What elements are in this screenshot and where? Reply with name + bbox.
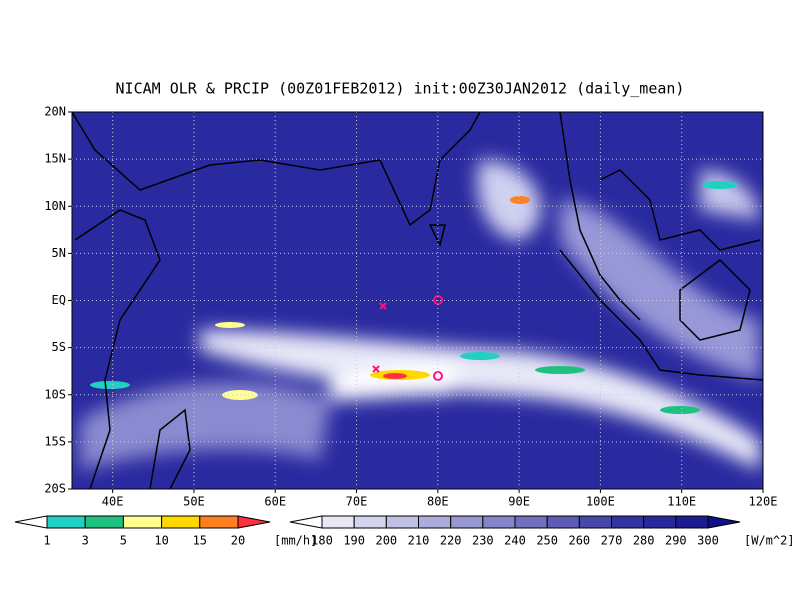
lat-label: 10N xyxy=(44,199,66,213)
olr-colorbar-cell xyxy=(450,515,484,529)
precip-colorbar-unit: [mm/h] xyxy=(274,534,317,548)
precip-colorbar-cell xyxy=(84,515,124,529)
lon-label: 70E xyxy=(346,495,368,509)
lat-label: 5N xyxy=(52,246,66,260)
olr-colorbar-cell xyxy=(643,515,677,529)
olr-colorbar-label: 210 xyxy=(408,534,430,548)
lat-label: 20S xyxy=(44,482,66,496)
olr-colorbar-cell xyxy=(675,515,709,529)
olr-colorbar-label: 240 xyxy=(504,534,526,548)
olr-colorbar-label: 200 xyxy=(375,534,397,548)
precip-colorbar-cell xyxy=(199,515,239,529)
lon-label: 80E xyxy=(427,495,449,509)
olr-colorbar-high xyxy=(707,515,741,529)
precip-colorbar-cell xyxy=(46,515,86,529)
lon-label: 50E xyxy=(183,495,205,509)
lat-label: 5S xyxy=(52,340,66,354)
olr-colorbar-label: 220 xyxy=(440,534,462,548)
olr-colorbar-label: 190 xyxy=(343,534,365,548)
precip-colorbar-label: 3 xyxy=(82,534,89,548)
precip-colorbar-low xyxy=(14,515,48,529)
olr-colorbar-cell xyxy=(482,515,516,529)
olr-colorbar-unit: [W/m^2] xyxy=(744,534,795,548)
olr-colorbar-label: 180 xyxy=(311,534,333,548)
lat-label: EQ xyxy=(52,293,66,307)
lat-label: 10S xyxy=(44,387,66,401)
precip-colorbar-label: 5 xyxy=(120,534,127,548)
precip-colorbar-label: 1 xyxy=(43,534,50,548)
lat-label: 20N xyxy=(44,105,66,119)
lon-label: 90E xyxy=(508,495,530,509)
olr-colorbar-cell xyxy=(353,515,387,529)
colorbars: 1 3 5 10 15 20 [mm/h]180 190 200 210 220 230 240 250 2… xyxy=(14,515,795,548)
olr-colorbar-label: 260 xyxy=(568,534,590,548)
lon-label: 120E xyxy=(749,495,778,509)
olr-colorbar-label: 290 xyxy=(665,534,687,548)
olr-colorbar-label: 230 xyxy=(472,534,494,548)
olr-colorbar-low xyxy=(289,515,323,529)
olr-colorbar-cell xyxy=(578,515,612,529)
map-title: NICAM OLR & PRCIP (00Z01FEB2012) init:00… xyxy=(116,80,685,98)
olr-field xyxy=(80,160,760,470)
olr-colorbar-cell xyxy=(514,515,548,529)
coastlines xyxy=(72,112,763,489)
map-area xyxy=(72,112,763,489)
olr-colorbar-label: 270 xyxy=(601,534,623,548)
lat-label: 15S xyxy=(44,434,66,448)
lon-label: 100E xyxy=(586,495,615,509)
olr-colorbar-cell xyxy=(385,515,420,529)
olr-colorbar-label: 300 xyxy=(697,534,719,548)
lon-label: 40E xyxy=(102,495,124,509)
grid xyxy=(72,112,763,489)
precip-colorbar-cell xyxy=(122,515,163,529)
lon-label: 60E xyxy=(264,495,286,509)
lat-label: 15N xyxy=(44,152,66,166)
precip-colorbar-label: 10 xyxy=(154,534,168,548)
olr-colorbar-label: 250 xyxy=(536,534,558,548)
precip-colorbar-high xyxy=(237,515,271,529)
axis-labels: 20N 15N 10N 5N EQ 5S 10S 15S 20S 40E 50E 60E 70E 80E 9… xyxy=(44,105,777,509)
precip-colorbar-cell xyxy=(161,515,201,529)
olr-colorbar-cell xyxy=(546,515,580,529)
precip-colorbar-label: 20 xyxy=(231,534,245,548)
olr-colorbar-cell xyxy=(418,515,452,529)
lon-label: 110E xyxy=(667,495,696,509)
olr-colorbar-cell xyxy=(321,515,355,529)
olr-colorbar-label: 280 xyxy=(633,534,655,548)
precip-colorbar-label: 15 xyxy=(193,534,207,548)
olr-colorbar-cell xyxy=(611,515,645,529)
